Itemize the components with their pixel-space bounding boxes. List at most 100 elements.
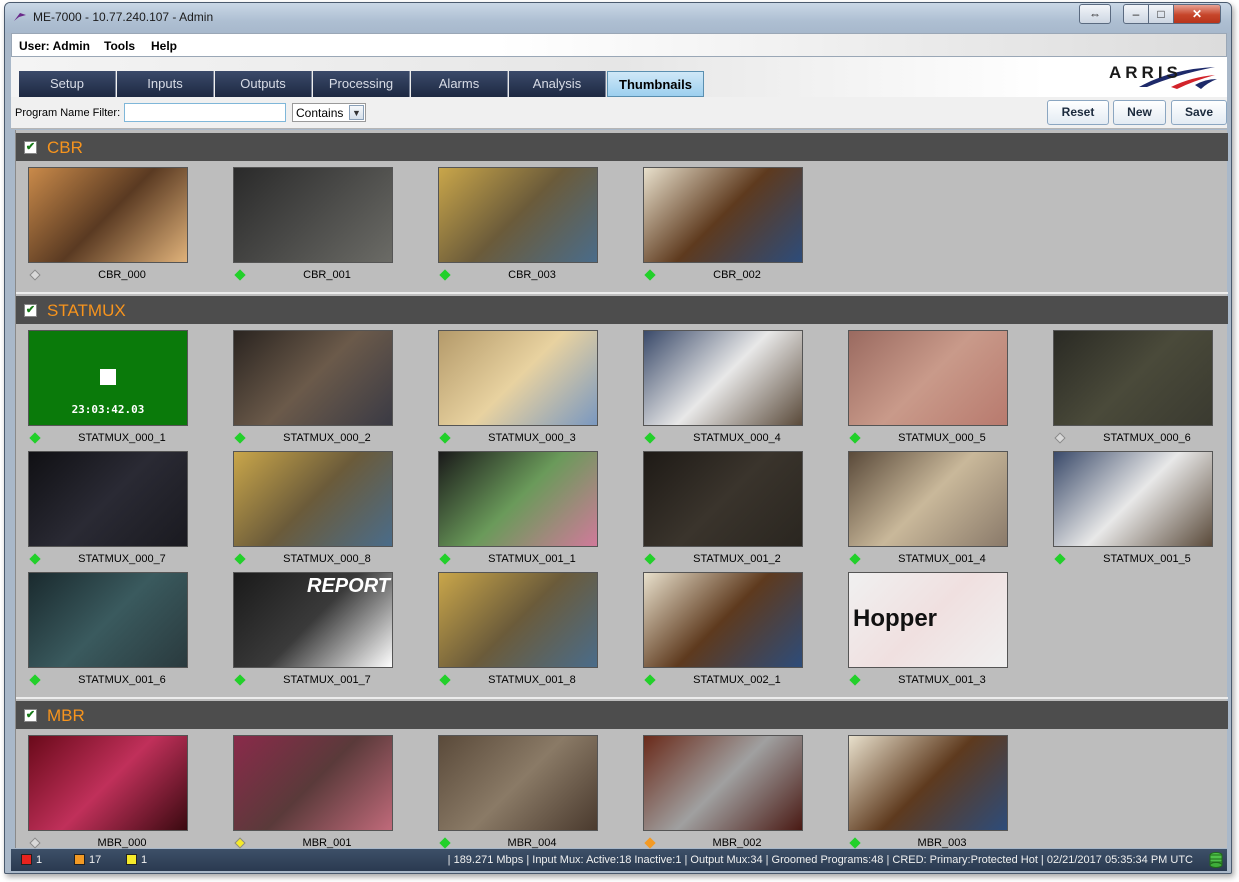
thumbnail-image[interactable]	[643, 735, 803, 831]
menu-tools[interactable]: Tools	[104, 39, 136, 53]
thumbnail-image[interactable]	[233, 330, 393, 426]
thumbnail-image[interactable]	[643, 330, 803, 426]
group-separator	[16, 697, 1228, 699]
thumbnail-image[interactable]	[233, 167, 393, 263]
tab-outputs[interactable]: Outputs	[215, 71, 312, 97]
thumbnail-label: CBR_002	[643, 269, 833, 283]
status-diamond-icon	[849, 674, 861, 686]
tab-bar: Setup Inputs Outputs Processing Alarms A…	[11, 57, 1227, 97]
save-button[interactable]: Save	[1171, 100, 1227, 125]
alarm-red-indicator	[21, 854, 32, 865]
maximize-button[interactable]: □	[1148, 4, 1174, 24]
program-name: CBR_003	[508, 269, 556, 281]
tab-analysis[interactable]: Analysis	[509, 71, 606, 97]
filter-label: Program Name Filter:	[15, 107, 121, 119]
status-diamond-icon	[644, 432, 656, 444]
program-name: STATMUX_001_1	[488, 553, 576, 565]
tab-processing[interactable]: Processing	[313, 71, 410, 97]
tab-inputs[interactable]: Inputs	[117, 71, 214, 97]
thumbnail-label: STATMUX_001_5	[1053, 553, 1231, 567]
thumbnail-image[interactable]	[438, 167, 598, 263]
thumbnail-image[interactable]	[28, 167, 188, 263]
status-diamond-icon	[849, 837, 861, 849]
status-diamond-icon	[849, 432, 861, 444]
thumbnail-label: STATMUX_001_1	[438, 553, 628, 567]
group-name: MBR	[47, 706, 85, 725]
thumbnail-image[interactable]	[28, 451, 188, 547]
database-icon[interactable]	[1209, 852, 1223, 868]
thumbnail-image[interactable]	[438, 330, 598, 426]
minimize-button[interactable]: –	[1123, 4, 1149, 24]
resize-arrows-icon[interactable]: ⇔	[1079, 4, 1111, 24]
status-diamond-icon	[234, 553, 246, 565]
status-diamond-icon	[1054, 432, 1066, 444]
arris-logo-text: ARRIS	[1109, 63, 1182, 82]
chevron-down-icon[interactable]: ▼	[349, 105, 364, 120]
filter-mode-select[interactable]: Contains ▼	[292, 103, 366, 122]
thumbnail-image[interactable]	[28, 572, 188, 668]
thumbnail-image[interactable]	[848, 330, 1008, 426]
program-name: STATMUX_000_3	[488, 432, 576, 444]
thumbnail-image[interactable]: Hopper	[848, 572, 1008, 668]
program-name: STATMUX_001_3	[898, 674, 986, 686]
program-name: MBR_003	[917, 837, 967, 849]
menu-user[interactable]: User: Admin	[19, 39, 90, 53]
status-diamond-icon	[234, 674, 246, 686]
thumbnail-image[interactable]	[233, 451, 393, 547]
status-bar: 1 17 1 | 189.271 Mbps | Input Mux: Activ…	[11, 849, 1227, 871]
program-name: STATMUX_001_4	[898, 553, 986, 565]
new-button[interactable]: New	[1113, 100, 1166, 125]
menu-help[interactable]: Help	[151, 39, 178, 53]
thumbnail-label: MBR_001	[233, 837, 423, 851]
thumbnail-label: STATMUX_001_3	[848, 674, 1038, 688]
status-diamond-icon	[439, 837, 451, 849]
program-name: STATMUX_001_2	[693, 553, 781, 565]
group-checkbox[interactable]: ✔	[24, 709, 37, 722]
thumbnail-label: MBR_003	[848, 837, 1038, 851]
program-name: STATMUX_000_1	[78, 432, 166, 444]
status-diamond-icon	[439, 269, 451, 281]
window-title: ME-7000 - 10.77.240.107 - Admin	[33, 10, 214, 24]
tab-alarms[interactable]: Alarms	[411, 71, 508, 97]
menu-bar: User: Admin Tools Help	[11, 33, 1227, 57]
thumbnail-image[interactable]	[438, 451, 598, 547]
thumbnail-image[interactable]	[233, 735, 393, 831]
thumbnail-image[interactable]	[643, 451, 803, 547]
tab-thumbnails[interactable]: Thumbnails	[607, 71, 704, 97]
group-checkbox[interactable]: ✔	[24, 304, 37, 317]
thumbnail-image[interactable]	[1053, 451, 1213, 547]
status-diamond-icon	[234, 837, 246, 849]
thumbnail-overlay-text: 23:03:42.03	[71, 403, 145, 416]
thumbnail-image[interactable]	[848, 451, 1008, 547]
program-name: MBR_001	[302, 837, 352, 849]
thumbnail-label: CBR_003	[438, 269, 628, 283]
thumbnail-overlay-text: REPORT	[307, 575, 390, 597]
status-diamond-icon	[29, 269, 41, 281]
status-diamond-icon	[29, 432, 41, 444]
alarm-orange-count: 17	[89, 854, 102, 866]
close-button[interactable]: ✕	[1173, 4, 1221, 24]
thumbnail-image[interactable]	[848, 735, 1008, 831]
status-diamond-icon	[644, 674, 656, 686]
thumbnail-image[interactable]: REPORT	[233, 572, 393, 668]
thumbnail-label: STATMUX_001_4	[848, 553, 1038, 567]
thumbnail-image[interactable]	[643, 572, 803, 668]
thumbnail-image[interactable]	[643, 167, 803, 263]
group-header-cbr: ✔ CBR	[16, 133, 1228, 161]
status-diamond-icon	[29, 674, 41, 686]
thumbnail-image[interactable]	[438, 735, 598, 831]
group-name: CBR	[47, 138, 83, 157]
thumbnail-image[interactable]	[28, 735, 188, 831]
group-name: STATMUX	[47, 301, 126, 320]
thumbnail-image[interactable]	[1053, 330, 1213, 426]
program-name-filter-input[interactable]	[124, 103, 286, 122]
thumbnail-image[interactable]: 23:03:42.03	[28, 330, 188, 426]
thumbnail-image[interactable]	[438, 572, 598, 668]
thumbnail-label: MBR_004	[438, 837, 628, 851]
tab-setup[interactable]: Setup	[19, 71, 116, 97]
group-checkbox[interactable]: ✔	[24, 141, 37, 154]
reset-button[interactable]: Reset	[1047, 100, 1109, 125]
title-bar[interactable]: ME-7000 - 10.77.240.107 - Admin ⇔ – □ ✕	[5, 3, 1231, 33]
thumbnail-overlay-text: Hopper	[853, 605, 937, 632]
thumbnail-label: STATMUX_000_2	[233, 432, 423, 446]
